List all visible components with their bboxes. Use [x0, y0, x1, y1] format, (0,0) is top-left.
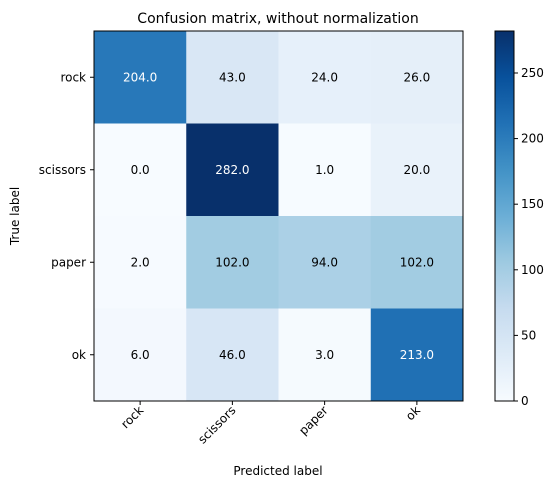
y-tick-label-scissors: scissors	[39, 163, 86, 177]
heatmap-cell-paper-scissors	[186, 216, 279, 309]
x-tick-label-scissors: scissors	[195, 403, 238, 446]
heatmap-cell-rock-ok	[370, 31, 464, 124]
heatmap-cell-scissors-scissors	[186, 123, 279, 217]
heatmap-cell-ok-scissors	[186, 308, 279, 402]
cell-value-label: 24.0	[311, 70, 338, 84]
x-axis-label: Predicted label	[233, 464, 322, 478]
heatmap-cell-scissors-ok	[370, 123, 464, 217]
y-tick-label-paper: paper	[51, 255, 86, 269]
cell-value-label: 3.0	[315, 348, 334, 362]
cell-value-label: 102.0	[400, 255, 434, 269]
cell-value-label: 102.0	[215, 255, 249, 269]
cell-value-label: 43.0	[219, 70, 246, 84]
heatmap-cell-labels: 204.0 43.0 24.0 26.0 0.0 282.0 1.0 20.0 2.0 102.0…	[123, 70, 434, 362]
colorbar-tick-label: 200	[521, 132, 544, 146]
heatmap-cell-paper-paper	[278, 216, 372, 309]
cell-value-label: 213.0	[400, 348, 434, 362]
heatmap-cell-rock-scissors	[186, 31, 279, 124]
cell-value-label: 0.0	[131, 163, 150, 177]
cell-value-label: 1.0	[315, 163, 334, 177]
cell-value-label: 46.0	[219, 348, 246, 362]
cell-value-label: 2.0	[131, 255, 150, 269]
heatmap-cell-paper-rock	[94, 216, 187, 309]
colorbar	[494, 30, 515, 402]
plot-frame	[93, 30, 464, 402]
cell-value-label: 94.0	[311, 255, 338, 269]
heatmap-cell-ok-ok	[370, 308, 464, 402]
cell-value-label: 26.0	[404, 70, 431, 84]
heatmap-cell-ok-rock	[94, 308, 187, 402]
cell-value-label: 6.0	[131, 348, 150, 362]
heatmap-cell-rock-rock	[94, 31, 187, 124]
y-axis-ticks: rock scissors paper ok	[39, 70, 94, 362]
y-axis-label: True label	[8, 187, 22, 246]
x-tick-label-rock: rock	[118, 403, 146, 431]
heatmap-cell-ok-paper	[278, 308, 372, 402]
heatmap-cell-scissors-paper	[278, 123, 372, 217]
y-tick-label-rock: rock	[60, 70, 86, 84]
colorbar-tick-label: 50	[521, 328, 536, 342]
colorbar-ticks: 0 50 100 150 200 250	[514, 66, 544, 408]
y-tick-label-ok: ok	[72, 348, 86, 362]
x-tick-label-ok: ok	[403, 403, 423, 423]
chart-title: Confusion matrix, without normalization	[137, 11, 418, 27]
heatmap-cell-scissors-rock	[94, 123, 187, 217]
x-tick-label-paper: paper	[296, 403, 331, 438]
colorbar-tick-label: 0	[521, 394, 529, 408]
heatmap-cell-paper-ok	[370, 216, 464, 309]
cell-value-label: 282.0	[215, 163, 249, 177]
cell-value-label: 204.0	[123, 70, 157, 84]
x-axis-ticks: rock scissors paper ok	[118, 401, 423, 447]
heatmap-cell-rock-paper	[278, 31, 372, 124]
colorbar-tick-label: 150	[521, 197, 544, 211]
colorbar-tick-label: 250	[521, 66, 544, 80]
heatmap-cells	[94, 31, 464, 402]
colorbar-tick-label: 100	[521, 263, 544, 277]
cell-value-label: 20.0	[404, 163, 431, 177]
